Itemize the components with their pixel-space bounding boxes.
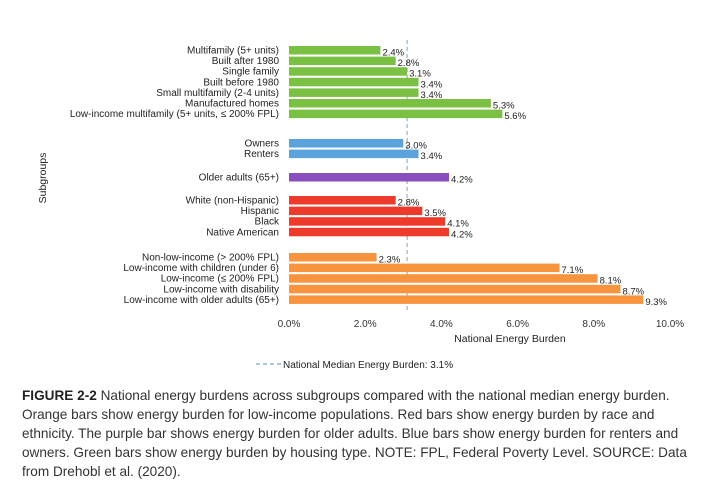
data-label: 8.1% xyxy=(600,276,622,287)
bar xyxy=(289,109,503,119)
data-label: 4.2% xyxy=(451,229,473,240)
x-tick-label: 2.0% xyxy=(354,319,377,330)
bar xyxy=(289,56,396,66)
data-label: 9.3% xyxy=(645,297,667,308)
caption-text: National energy burdens across subgroups… xyxy=(22,388,687,479)
data-label: 2.3% xyxy=(379,255,401,266)
y-axis-title: Subgroups xyxy=(37,153,49,204)
category-label: Small multifamily (2-4 units) xyxy=(156,88,279,99)
bar xyxy=(289,284,621,294)
figure-label: FIGURE 2-2 xyxy=(22,388,97,403)
x-tick-label: 6.0% xyxy=(506,319,529,330)
bar xyxy=(289,46,381,55)
category-label: Renters xyxy=(244,149,279,160)
bar xyxy=(289,99,491,108)
category-label: Hispanic xyxy=(241,206,279,217)
x-tick-label: 8.0% xyxy=(582,319,605,330)
category-label: Low-income multifamily (5+ units, ≤ 200%… xyxy=(70,109,279,120)
category-label: White (non-Hispanic) xyxy=(186,196,279,207)
category-label: Built before 1980 xyxy=(203,77,279,88)
chart: Multifamily (5+ units) 2.4% Built after 19… xyxy=(37,40,684,371)
bar xyxy=(289,295,644,304)
data-label: 2.8% xyxy=(398,198,420,209)
x-tick-label: 4.0% xyxy=(430,319,453,330)
data-label: 3.1% xyxy=(409,69,431,80)
bar xyxy=(289,206,423,216)
category-label: Low-income with disability xyxy=(163,284,279,295)
category-label: Manufactured homes xyxy=(185,99,279,110)
bar xyxy=(289,263,560,273)
category-label: Native American xyxy=(206,227,279,238)
data-label: 2.4% xyxy=(382,48,404,59)
data-label: 7.1% xyxy=(562,265,584,276)
data-label: 5.3% xyxy=(493,101,515,112)
data-label: 4.1% xyxy=(447,219,469,230)
bar xyxy=(289,77,419,87)
data-label: 4.2% xyxy=(451,175,473,186)
category-label: Black xyxy=(255,217,280,228)
category-label: Low-income with children (under 6) xyxy=(123,263,279,274)
data-label: 3.4% xyxy=(421,79,443,90)
category-label: Single family xyxy=(222,67,279,78)
bar xyxy=(289,217,446,226)
category-label: Low-income with older adults (65+) xyxy=(124,295,279,306)
bar xyxy=(289,139,404,148)
figure-caption: FIGURE 2-2 National energy burdens acros… xyxy=(22,386,697,481)
x-axis-title: National Energy Burden xyxy=(454,333,566,345)
x-tick-label: 0.0% xyxy=(278,319,301,330)
bar xyxy=(289,173,450,182)
data-label: 5.6% xyxy=(504,111,526,122)
category-label: Low-income (≤ 200% FPL) xyxy=(161,274,279,285)
category-label: Non-low-income (> 200% FPL) xyxy=(142,253,279,264)
legend-label: National Median Energy Burden: 3.1% xyxy=(283,360,453,371)
category-label: Built after 1980 xyxy=(212,56,280,67)
bar-chart-svg: Multifamily (5+ units) 2.4% Built after 19… xyxy=(37,40,684,371)
category-label: Older adults (65+) xyxy=(199,173,279,184)
bar xyxy=(289,253,377,262)
bar xyxy=(289,274,598,283)
bar xyxy=(289,227,450,237)
data-label: 3.5% xyxy=(424,208,446,219)
data-label: 3.4% xyxy=(421,90,443,101)
data-label: 2.8% xyxy=(398,58,420,69)
bar xyxy=(289,67,408,76)
data-label: 3.4% xyxy=(421,151,443,162)
bar xyxy=(289,149,419,159)
data-label: 3.0% xyxy=(405,141,427,152)
category-label: Multifamily (5+ units) xyxy=(187,46,279,57)
category-label: Owners xyxy=(245,139,279,150)
bar xyxy=(289,196,396,205)
x-tick-label: 10.0% xyxy=(656,319,684,330)
bar xyxy=(289,88,419,97)
data-label: 8.7% xyxy=(622,286,644,297)
